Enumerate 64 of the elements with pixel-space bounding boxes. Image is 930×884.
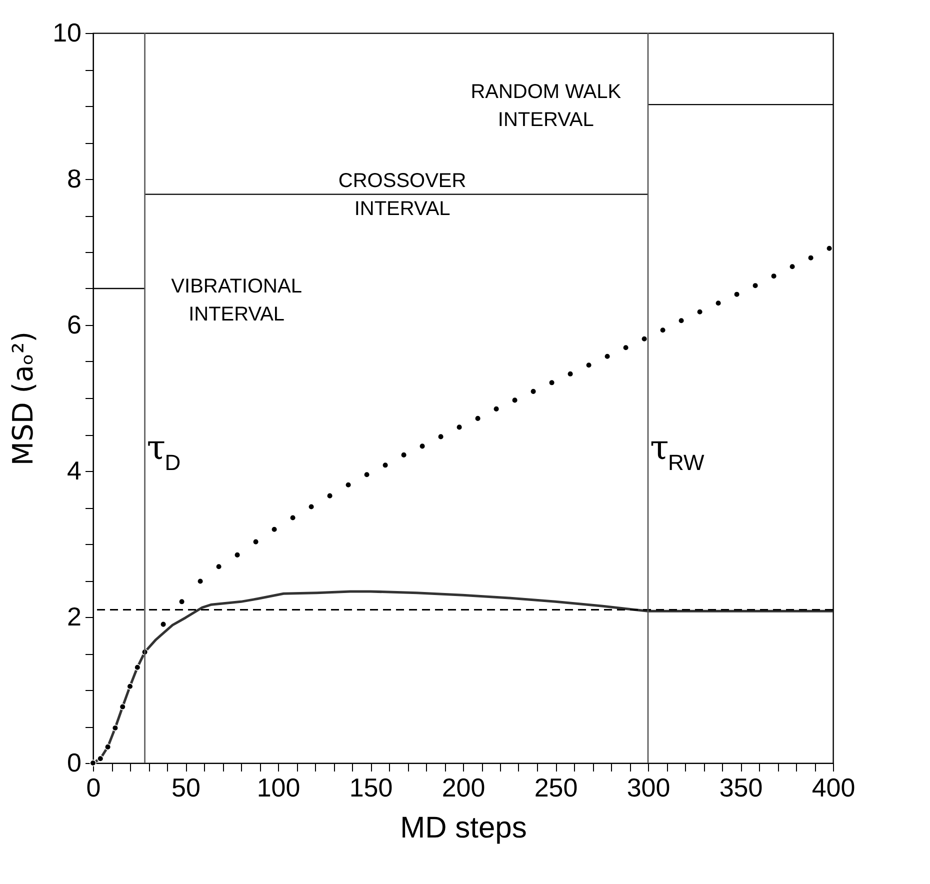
point <box>326 492 334 500</box>
point <box>97 755 104 762</box>
point <box>382 462 389 468</box>
point <box>418 442 426 450</box>
point <box>511 396 518 404</box>
annotation: RANDOM WALK INTERVAL <box>470 81 622 132</box>
point <box>788 263 796 270</box>
point <box>530 388 537 395</box>
point <box>126 683 134 690</box>
y-tick-label: 8 <box>67 164 82 194</box>
point <box>770 272 778 280</box>
point <box>289 514 296 522</box>
x-tick-label: 0 <box>86 772 101 802</box>
point <box>659 326 666 334</box>
point <box>119 703 126 710</box>
point <box>344 482 352 488</box>
point <box>474 415 482 422</box>
point <box>585 362 592 368</box>
point <box>548 379 556 386</box>
point <box>215 563 222 570</box>
point <box>400 452 408 458</box>
y-tick-label: 4 <box>67 456 82 486</box>
point <box>270 526 278 533</box>
annotation: CROSSOVER INTERVAL <box>338 170 466 220</box>
point <box>252 538 260 546</box>
point <box>696 308 704 316</box>
point <box>363 471 370 478</box>
point <box>160 620 167 628</box>
x-tick-label: 200 <box>442 772 486 802</box>
point <box>714 300 722 306</box>
point <box>826 245 833 252</box>
x-tick-label: 300 <box>626 772 670 802</box>
point <box>112 724 119 732</box>
point <box>308 503 315 510</box>
point <box>733 291 740 298</box>
y-tick-label: 0 <box>67 748 82 778</box>
y-tick-label: 6 <box>67 310 82 340</box>
y-tick-label: 10 <box>52 18 82 48</box>
point <box>196 578 204 585</box>
x-tick-label: 350 <box>719 772 763 802</box>
x-tick-label: 100 <box>256 772 300 802</box>
point <box>678 317 685 324</box>
x-axis-title: MD steps <box>400 812 527 844</box>
point <box>90 760 96 766</box>
point <box>492 406 500 412</box>
point <box>807 254 814 262</box>
annotation: VIBRATIONAL INTERVAL <box>171 275 302 326</box>
y-axis-title: MSD (aₒ²) <box>6 331 40 466</box>
y-tick-label: 2 <box>67 602 82 632</box>
point <box>234 552 241 558</box>
x-tick-label: 250 <box>534 772 578 802</box>
point <box>604 353 611 360</box>
point <box>640 336 648 342</box>
point <box>622 344 630 351</box>
x-tick-label: 400 <box>812 772 856 802</box>
point <box>178 598 186 605</box>
point <box>456 424 463 431</box>
point <box>566 370 574 378</box>
point <box>134 664 141 671</box>
x-tick-label: 150 <box>349 772 393 802</box>
point <box>104 744 112 750</box>
point <box>752 282 759 289</box>
point <box>437 433 444 440</box>
x-tick-label: 50 <box>172 772 200 802</box>
